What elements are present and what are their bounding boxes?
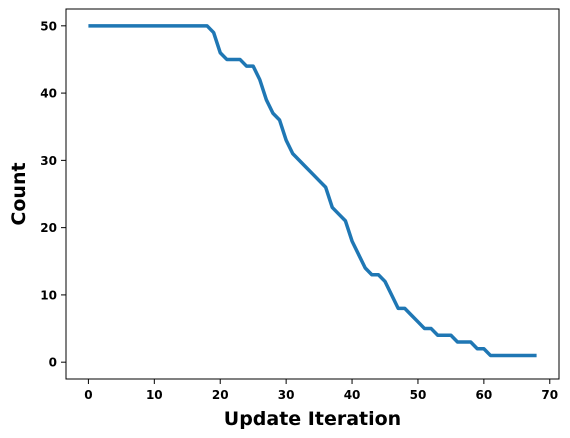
x-tick-label: 60 (476, 388, 493, 402)
x-tick-label: 10 (146, 388, 163, 402)
y-tick-label: 20 (40, 221, 57, 235)
y-axis-ticks: 0 10 20 30 40 50 (40, 19, 66, 370)
y-tick-label: 40 (40, 87, 57, 101)
y-tick-label: 0 (49, 356, 57, 370)
x-axis-ticks: 0 10 20 30 40 50 60 70 (84, 379, 558, 402)
plot-frame (65, 8, 560, 380)
x-tick-label: 20 (212, 388, 229, 402)
x-tick-label: 50 (410, 388, 427, 402)
x-tick-label: 0 (84, 388, 92, 402)
x-tick-label: 30 (278, 388, 295, 402)
y-tick-label: 10 (40, 288, 57, 302)
plot-area (66, 9, 559, 379)
series-line (88, 24, 537, 358)
series-layer (88, 24, 537, 358)
y-axis-title: Count (8, 162, 30, 225)
x-tick-label: 40 (344, 388, 361, 402)
x-tick-label: 70 (541, 388, 558, 402)
x-axis-title: Update Iteration (224, 408, 401, 430)
y-tick-label: 30 (40, 154, 57, 168)
y-tick-label: 50 (40, 19, 57, 33)
